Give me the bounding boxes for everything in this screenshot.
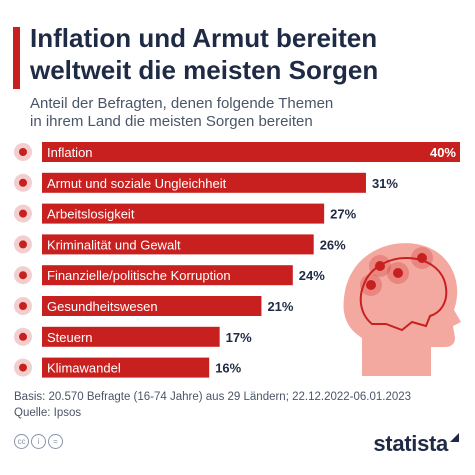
chart-subtitle-line-1: Anteil der Befragten, denen folgende The…	[30, 95, 334, 112]
row-marker-icon	[19, 363, 27, 372]
statista-logo[interactable]: statista	[373, 431, 459, 457]
footer-basis-note: Basis: 20.570 Befragte (16-74 Jahre) aus…	[14, 391, 412, 403]
worry-point-1	[375, 261, 385, 271]
bar-chart: Inflation 40% Armut und soziale Ungleichhe…	[14, 142, 461, 378]
category-label: Gesundheitswesen	[47, 299, 158, 314]
category-label: Inflation	[47, 145, 93, 160]
value-label: 26%	[320, 237, 346, 252]
worry-point-4	[366, 280, 376, 290]
value-label: 16%	[215, 361, 241, 376]
row-marker-icon	[19, 302, 27, 310]
value-label: 17%	[226, 330, 252, 345]
chart-title-line-2: weltweit die meisten Sorgen	[30, 55, 379, 85]
value-label: 24%	[299, 268, 325, 283]
category-label: Kriminalität und Gewalt	[47, 237, 181, 252]
license-icons: cc i =	[14, 434, 63, 449]
category-label: Armut und soziale Ungleichheit	[47, 176, 227, 191]
chart-subtitle: Anteil der Befragten, denen folgende The…	[30, 95, 460, 131]
row-marker-icon	[19, 178, 27, 187]
chart-title-line-1: Inflation und Armut bereiten	[30, 23, 378, 53]
chart-subtitle-line-2: in ihrem Land die meisten Sorgen bereite…	[30, 113, 313, 130]
bar-2[interactable]	[42, 172, 366, 193]
category-label: Klimawandel	[47, 361, 121, 376]
logo-mark-icon	[450, 433, 459, 442]
no-derivatives-icon[interactable]: =	[48, 434, 63, 449]
value-label: 31%	[372, 176, 398, 191]
bar-8[interactable]	[42, 357, 210, 378]
brand-name: statista	[373, 431, 448, 456]
title-accent-bar	[13, 27, 20, 89]
bar-4[interactable]	[42, 234, 314, 255]
worry-point-3	[417, 253, 427, 263]
category-label: Finanzielle/politische Korruption	[47, 268, 231, 283]
head-silhouette	[343, 243, 461, 376]
worry-point-2	[393, 268, 403, 278]
bar-1[interactable]	[42, 142, 460, 162]
row-marker-icon	[19, 148, 27, 156]
category-label: Steuern	[47, 330, 93, 345]
value-label: 27%	[330, 207, 356, 222]
value-label: 40%	[430, 145, 456, 160]
value-label: 21%	[267, 299, 293, 314]
bar-6[interactable]	[42, 296, 262, 316]
row-marker-icon	[19, 240, 27, 249]
footer-source: Quelle: Ipsos	[14, 407, 82, 419]
category-label: Arbeitslosigkeit	[47, 207, 135, 222]
creative-commons-icon[interactable]: cc	[14, 434, 29, 449]
row-marker-icon	[19, 271, 27, 280]
row-marker-icon	[19, 209, 27, 218]
bar-3[interactable]	[42, 203, 325, 224]
bar-7[interactable]	[42, 326, 220, 347]
chart-title: Inflation und Armut bereiten weltweit di…	[30, 22, 470, 86]
bar-5[interactable]	[42, 265, 293, 286]
row-marker-icon	[19, 332, 27, 341]
head-with-worry-points-icon	[343, 243, 461, 376]
bar-series: Inflation 40% Armut und soziale Ungleichhe…	[14, 142, 460, 378]
attribution-icon[interactable]: i	[31, 434, 46, 449]
